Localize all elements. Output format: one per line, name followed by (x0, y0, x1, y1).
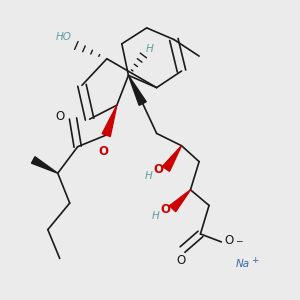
Text: H: H (146, 44, 154, 54)
Text: O: O (160, 203, 170, 216)
Text: O: O (153, 163, 163, 176)
Text: O: O (176, 254, 185, 266)
Text: Na: Na (236, 260, 250, 269)
Text: O: O (98, 145, 109, 158)
Text: HO: HO (56, 32, 71, 41)
Text: +: + (251, 256, 259, 265)
Text: H: H (152, 211, 159, 221)
Text: H: H (145, 171, 152, 181)
Text: −: − (235, 236, 242, 245)
Text: O: O (56, 110, 65, 123)
Polygon shape (32, 157, 58, 173)
Polygon shape (169, 190, 190, 212)
Polygon shape (128, 75, 146, 105)
Text: O: O (224, 234, 233, 247)
Polygon shape (102, 105, 117, 136)
Polygon shape (162, 146, 182, 171)
